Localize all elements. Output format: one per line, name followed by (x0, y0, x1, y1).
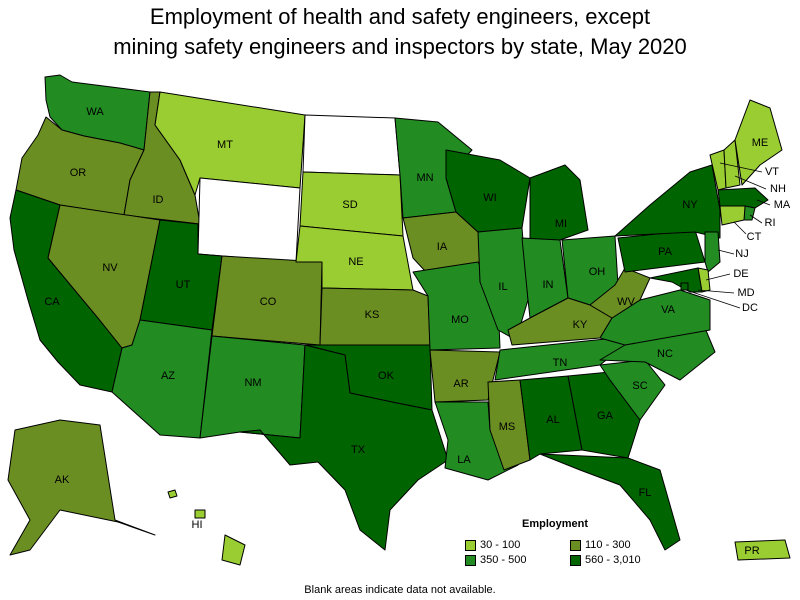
state-dc (680, 282, 689, 291)
state-label-ia: IA (437, 241, 448, 253)
state-label-ga: GA (597, 410, 614, 422)
state-wy (197, 177, 301, 263)
state-la (434, 401, 519, 481)
state-ms (487, 379, 531, 471)
legend-label: 30 - 100 (480, 539, 521, 551)
state-mo (412, 261, 501, 351)
state-label-la: LA (457, 454, 471, 466)
state-ri (743, 205, 756, 221)
legend-items: 30 - 100 110 - 300 350 - 500 560 - 3,010 (465, 539, 665, 566)
state-label-wa: WA (86, 106, 104, 118)
state-al (519, 375, 583, 461)
footnote: Blank areas indicate data not available. (304, 584, 496, 596)
state-hi (167, 489, 246, 566)
state-ct (719, 205, 746, 226)
state-nd (302, 114, 401, 176)
map-title: Employment of health and safety engineer… (0, 2, 800, 62)
state-fl (539, 453, 681, 551)
state-label-ak: AK (55, 474, 70, 486)
state-ar (429, 349, 501, 403)
label-leader-lines (685, 162, 771, 309)
state-label-mt: MT (217, 139, 233, 151)
state-label-nh: NH (770, 183, 786, 195)
state-me (734, 99, 783, 186)
state-label-dc: DC (742, 302, 758, 314)
state-label-pa: PA (658, 246, 673, 258)
state-label-mn: MN (416, 172, 433, 184)
state-label-ok: OK (378, 370, 395, 382)
state-label-ks: KS (365, 309, 380, 321)
state-label-or: OR (70, 167, 87, 179)
legend-item-110-300: 110 - 300 (570, 539, 670, 551)
state-label-nm: NM (244, 377, 261, 389)
state-label-tn: TN (553, 357, 568, 369)
state-label-ar: AR (453, 378, 468, 390)
legend-label: 110 - 300 (585, 539, 631, 551)
state-label-ny: NY (682, 199, 698, 211)
state-label-il: IL (498, 281, 507, 293)
state-label-md: MD (737, 287, 754, 299)
state-label-tx: TX (351, 444, 366, 456)
state-label-sc: SC (632, 380, 647, 392)
state-label-ca: CA (44, 296, 60, 308)
state-label-wv: WV (617, 296, 635, 308)
state-ma (717, 187, 769, 209)
state-label-al: AL (546, 414, 559, 426)
map-title-line-2: mining safety engineers and inspectors b… (113, 34, 687, 59)
legend-title: Employment (522, 518, 589, 530)
state-label-ne: NE (348, 256, 363, 268)
state-ny (614, 164, 721, 239)
state-label-vt: VT (765, 166, 779, 178)
state-label-in: IN (543, 279, 554, 291)
legend-label: 560 - 3,010 (585, 554, 641, 566)
state-label-ma: MA (774, 199, 791, 211)
state-label-oh: OH (589, 266, 606, 278)
state-label-id: ID (153, 194, 164, 206)
legend-swatch (570, 539, 581, 551)
state-label-sd: SD (342, 199, 357, 211)
legend-item-350-500: 350 - 500 (465, 554, 570, 566)
state-label-ms: MS (499, 421, 516, 433)
state-label-ut: UT (176, 279, 191, 291)
state-label-nc: NC (657, 348, 673, 360)
state-va (599, 289, 711, 346)
state-label-nv: NV (102, 262, 118, 274)
map-title-line-1: Employment of health and safety engineer… (149, 4, 651, 29)
legend-swatch (570, 554, 581, 566)
state-label-ct: CT (747, 231, 762, 243)
legend-item-30-100: 30 - 100 (465, 539, 570, 551)
legend-swatch (465, 539, 476, 551)
state-label-va: VA (661, 304, 676, 316)
state-nj (704, 231, 721, 273)
state-md (649, 267, 703, 293)
state-label-az: AZ (161, 370, 175, 382)
state-label-ri: RI (765, 217, 776, 229)
legend-item-560-3010: 560 - 3,010 (570, 554, 670, 566)
state-label-ky: KY (573, 319, 588, 331)
legend-swatch (465, 554, 476, 566)
state-tx (239, 344, 449, 551)
state-ak (7, 419, 156, 556)
state-label-co: CO (260, 296, 277, 308)
legend: Employment 30 - 100 110 - 300 350 - 500 … (465, 518, 665, 566)
state-label-me: ME (752, 137, 769, 149)
state-label-nj: NJ (735, 248, 748, 260)
state-az (111, 319, 213, 439)
state-label-de: DE (733, 268, 748, 280)
state-label-mo: MO (451, 314, 469, 326)
state-label-wi: WI (483, 192, 496, 204)
state-label-pr: PR (744, 545, 759, 557)
state-label-hi: HI (192, 519, 203, 531)
state-label-mi: MI (555, 218, 567, 230)
state-pr (734, 539, 791, 561)
state-label-fl: FL (639, 487, 652, 499)
legend-label: 350 - 500 (480, 554, 527, 566)
